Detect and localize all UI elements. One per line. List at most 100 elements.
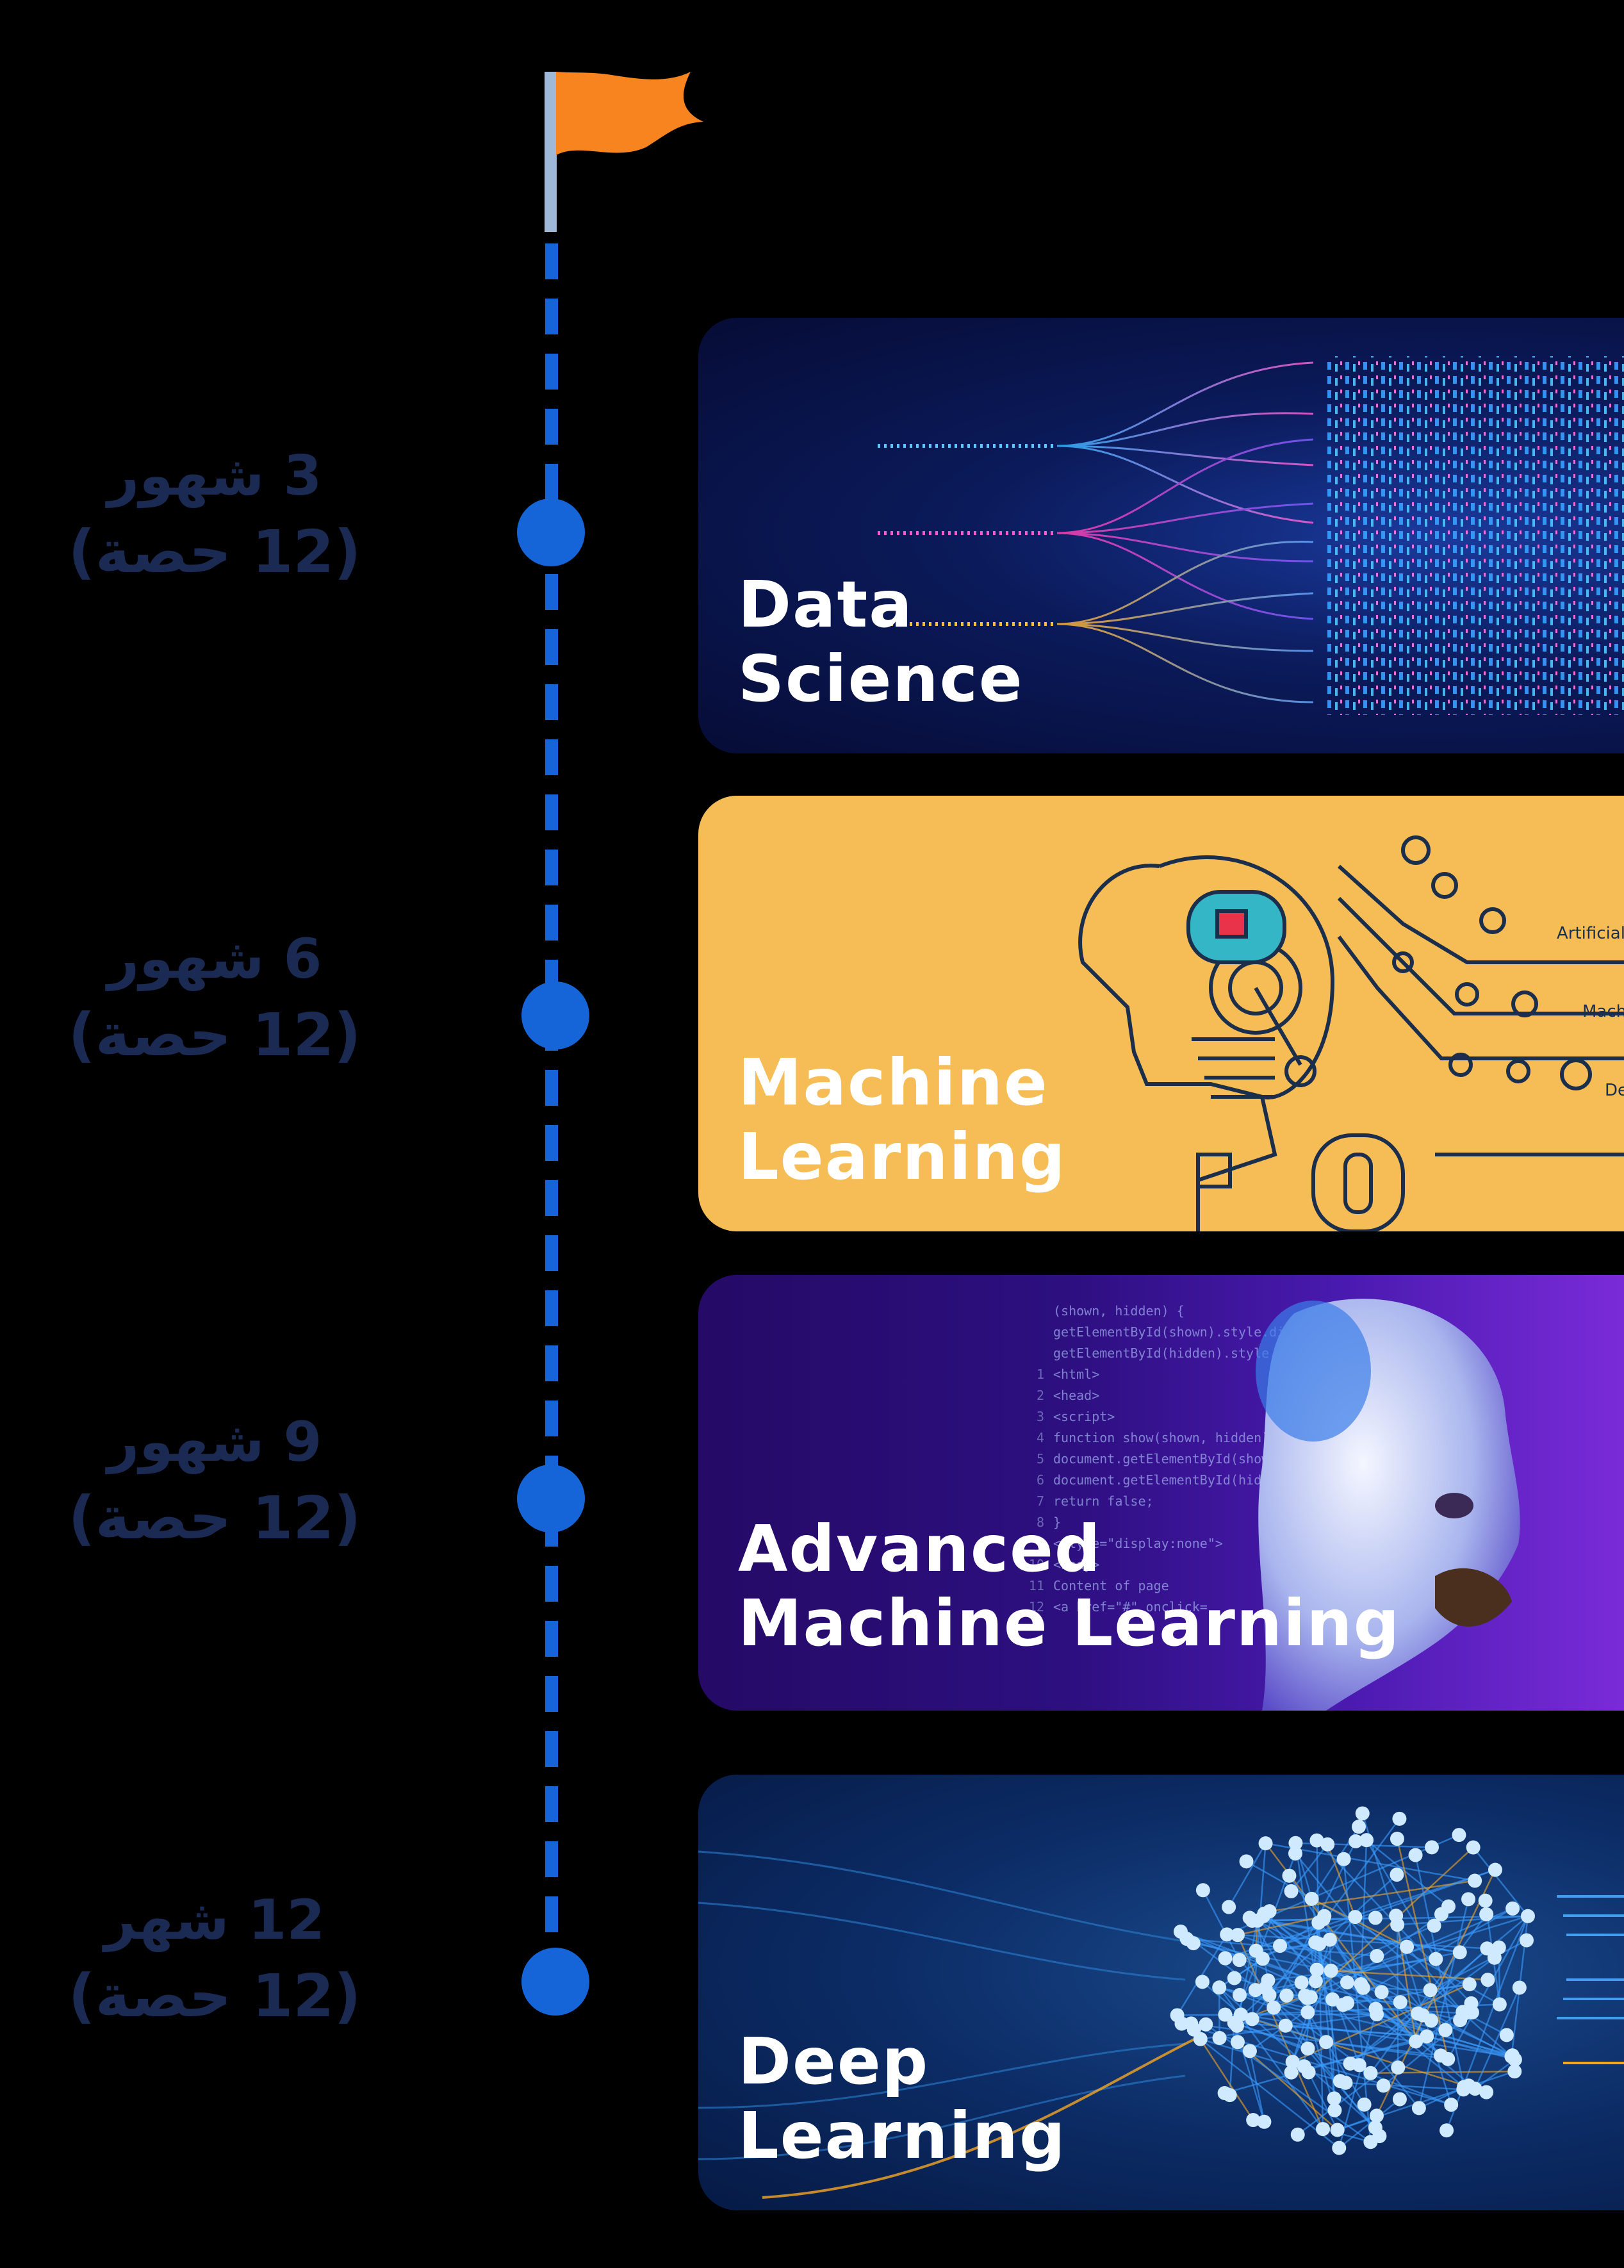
neural-brain-illustration <box>698 1806 1624 2199</box>
neuron-node <box>1352 1820 1366 1834</box>
neuron-node <box>1284 2065 1299 2080</box>
neuron-link <box>1415 1855 1465 2087</box>
card-title: Deep Learning <box>738 2025 1067 2173</box>
neuron-node <box>1324 1963 1338 1978</box>
code-line: document.getElementById(hidden) <box>1053 1472 1293 1488</box>
neuron-node <box>1278 2018 1293 2033</box>
neuron-node <box>1505 1901 1520 1916</box>
neuron-node <box>1308 1935 1323 1950</box>
milestone-label: 12 شهر (12 حصة) <box>64 1886 365 2033</box>
code-line: function show(shown, hidden) { <box>1053 1430 1285 1445</box>
sessions-text: (12 حصة) <box>68 1961 361 2030</box>
neuron-node <box>1220 1927 1234 1942</box>
neuron-node <box>1246 2113 1261 2128</box>
neuron-link <box>1229 2023 1235 2096</box>
neuron-node <box>1420 2029 1434 2044</box>
neuron-link <box>1474 1987 1520 2089</box>
neuron-link <box>1249 1917 1460 1953</box>
neuron-node <box>1340 1975 1354 1990</box>
neuron-link <box>1366 1839 1437 1960</box>
neuron-node <box>1425 1840 1439 1855</box>
neuron-node <box>1267 2000 1281 2015</box>
neuron-node <box>1304 1891 1319 1906</box>
code-line-number: 5 <box>1036 1451 1044 1467</box>
neuron-node <box>1309 1833 1324 1848</box>
neuron-node <box>1232 1953 1247 1968</box>
neuron-link <box>1370 2070 1515 2075</box>
neuron-node <box>1294 1975 1309 1990</box>
code-line-number: 10 <box>1028 1557 1044 1572</box>
code-line: <body> <box>1053 1557 1100 1572</box>
neuron-node <box>1222 2088 1237 2103</box>
neuron-node <box>1186 2022 1201 2037</box>
neuron-link <box>1474 2058 1516 2090</box>
neuron-link <box>1325 2041 1441 2057</box>
card-title-line: Learning <box>738 2098 1067 2173</box>
neuron-node <box>1376 2078 1391 2093</box>
neuron-link <box>1295 1843 1317 1982</box>
neuron-link <box>1236 1934 1324 2130</box>
neuron-node <box>1462 1977 1477 1992</box>
neuron-node <box>1332 2141 1347 2155</box>
code-line-numbers: 1 2 3 4 5 6 7 8 9 10 11 12 <box>1019 1364 1044 1618</box>
neuron-node <box>1300 2041 1315 2056</box>
neuron-node <box>1349 1834 1363 1848</box>
code-line: getElementById(hidden).style.di <box>1053 1345 1293 1361</box>
neuron-link <box>1363 1987 1431 1991</box>
course-card-deep-learning[interactable]: Deep Learning <box>698 1775 1624 2210</box>
neuron-node <box>1368 2120 1382 2135</box>
course-card-machine-learning[interactable]: Artificial Machi De Machine Learning <box>698 796 1624 1231</box>
code-line-number: 8 <box>1036 1515 1044 1530</box>
neuron-node <box>1288 1846 1302 1861</box>
neuron-node <box>1257 2114 1272 2129</box>
neuron-node <box>1282 1868 1297 1883</box>
course-card-advanced-machine-learning[interactable]: 1 2 3 4 5 6 7 8 9 10 11 12 (shown, hidden) {getElem… <box>698 1275 1624 1711</box>
neuron-node <box>1423 1983 1438 1998</box>
neuron-node <box>1325 1992 1340 2007</box>
neuron-link <box>1345 2082 1464 2091</box>
neuron-node <box>1434 2048 1448 2063</box>
neuron-link <box>1366 1839 1449 1907</box>
neuron-link <box>1426 2035 1516 2060</box>
neuron-node <box>1370 1949 1384 1964</box>
neuron-link <box>1318 1922 1335 2099</box>
neuron-node <box>1492 1997 1507 2012</box>
neuron-link <box>1202 1889 1240 1960</box>
card-title: Machine Learning <box>738 1046 1067 1194</box>
course-card-data-science[interactable]: Data Science <box>698 318 1624 753</box>
timeline-dot-icon <box>521 1948 589 2016</box>
neuron-link <box>1396 1838 1449 2060</box>
code-line: return false; <box>1053 1493 1154 1509</box>
neuron-link <box>1301 1982 1461 2021</box>
neuron-node <box>1374 1985 1389 2000</box>
neuron-link <box>1311 1898 1407 1948</box>
code-line: <head> <box>1053 1388 1100 1403</box>
neuron-node <box>1330 2123 1345 2137</box>
neuron-node <box>1507 2064 1522 2079</box>
neuron-node <box>1424 2013 1439 2028</box>
neuron-node <box>1173 1924 1188 1939</box>
neuron-node <box>1245 2012 1259 2026</box>
sessions-text: (12 حصة) <box>68 1483 361 1552</box>
neuron-node <box>1242 2044 1257 2058</box>
code-line: getElementById(shown).style.di <box>1053 1324 1285 1340</box>
neuron-node <box>1336 1852 1351 1866</box>
sessions-text: (12 حصة) <box>68 517 361 586</box>
neuron-node <box>1456 2005 1470 2019</box>
neuron-node <box>1368 2001 1383 2016</box>
card-title-line: Advanced <box>738 1511 1102 1586</box>
neuron-link <box>1316 1916 1356 1971</box>
neuron-node <box>1390 1832 1404 1846</box>
neuron-node <box>1479 2085 1494 2100</box>
card-title-line: Data <box>738 567 914 642</box>
neuron-node <box>1505 2048 1520 2063</box>
neuron-node <box>1429 1952 1443 1966</box>
neuron-node <box>1363 2066 1378 2080</box>
neuron-node <box>1317 1909 1332 1923</box>
duration-text: 6 شهور <box>107 927 322 991</box>
neuron-node <box>1519 1933 1534 1948</box>
neuron-node <box>1195 1975 1210 1989</box>
neuron-node <box>1212 1980 1227 1995</box>
neuron-node <box>1222 1900 1236 1914</box>
neuron-node <box>1452 1828 1466 1843</box>
